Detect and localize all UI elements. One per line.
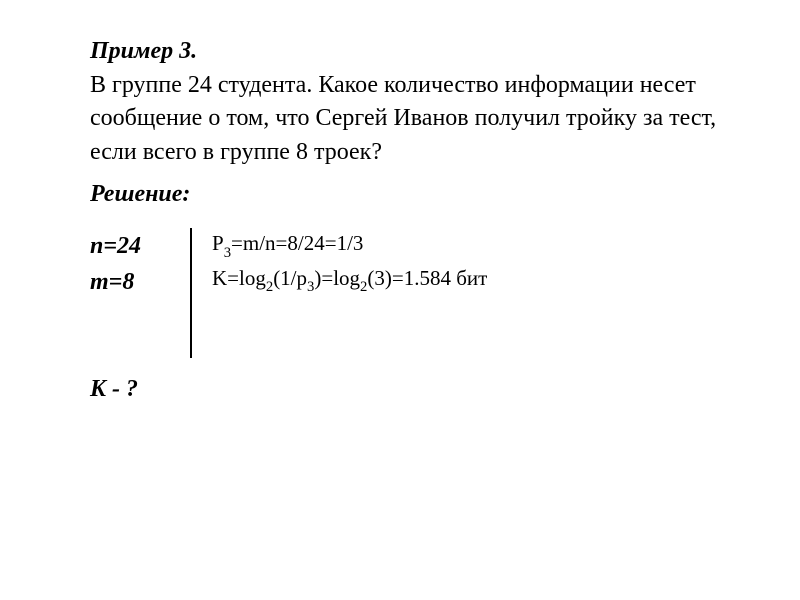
slide-content: Пример 3. В группе 24 студента. Какое ко…	[0, 0, 800, 443]
p-subscript: 3	[224, 245, 231, 261]
given-m: m=8	[90, 264, 170, 300]
k-label: K=log	[212, 266, 266, 290]
calc-column: P3=m/n=8/24=1/3 K=log2(1/p3)=log2(3)=1.5…	[190, 228, 487, 358]
inv-subscript: 3	[307, 279, 314, 295]
example-label: Пример 3.	[90, 38, 197, 64]
log-subscript-1: 2	[266, 279, 273, 295]
solution-label: Решение:	[90, 181, 740, 208]
result-text: (3)=1.584 бит	[367, 266, 487, 290]
problem-text: В группе 24 студента. Какое количество и…	[90, 72, 716, 165]
question-row: K - ?	[90, 376, 740, 403]
inv-right: )=log	[314, 266, 360, 290]
given-column: n=24 m=8	[90, 228, 190, 300]
calc-line-k: K=log2(1/p3)=log2(3)=1.584 бит	[212, 263, 487, 297]
solution-area: n=24 m=8 P3=m/n=8/24=1/3 K=log2(1/p3)=lo…	[90, 228, 740, 358]
p-label: P	[212, 231, 224, 255]
calc-line-p: P3=m/n=8/24=1/3	[212, 228, 487, 262]
log-subscript-2: 2	[360, 279, 367, 295]
given-n: n=24	[90, 228, 170, 264]
inv-left: (1/p	[273, 266, 307, 290]
header-section: Пример 3. В группе 24 студента. Какое ко…	[90, 35, 740, 169]
p-expression: =m/n=8/24=1/3	[231, 231, 363, 255]
